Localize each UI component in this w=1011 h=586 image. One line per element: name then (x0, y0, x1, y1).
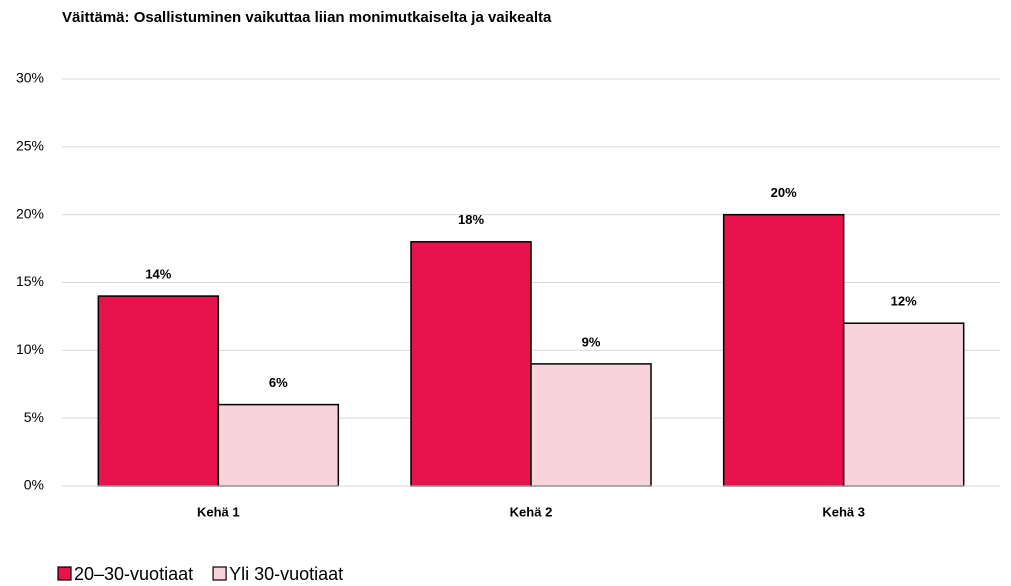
data-label: 9% (582, 334, 601, 349)
legend-label: Yli 30-vuotiaat (229, 564, 343, 584)
bar (722, 213, 845, 487)
legend-swatch (212, 566, 227, 581)
y-tick-label: 5% (24, 409, 44, 425)
x-tick-label: Kehä 3 (822, 504, 865, 519)
data-label: 18% (458, 212, 484, 227)
x-tick-label: Kehä 1 (197, 504, 240, 519)
y-tick-label: 25% (16, 138, 44, 154)
legend-label: 20–30-vuotiaat (74, 564, 193, 584)
y-tick-label: 10% (16, 341, 44, 357)
y-tick-label: 0% (24, 477, 44, 493)
x-tick-label: Kehä 2 (510, 504, 553, 519)
chart-title: Väittämä: Osallistuminen vaikuttaa liian… (62, 9, 552, 26)
y-tick-label: 15% (16, 273, 44, 289)
bar (410, 241, 532, 487)
data-label: 14% (145, 267, 171, 282)
data-label: 6% (269, 375, 288, 390)
data-label: 12% (891, 294, 917, 309)
y-tick-label: 20% (16, 205, 44, 221)
data-label: 20% (771, 185, 797, 200)
legend-swatch (57, 566, 72, 581)
bar (217, 403, 340, 487)
bar (842, 322, 965, 487)
bar (530, 363, 652, 487)
y-tick-label: 30% (16, 70, 44, 86)
bar (97, 295, 220, 487)
